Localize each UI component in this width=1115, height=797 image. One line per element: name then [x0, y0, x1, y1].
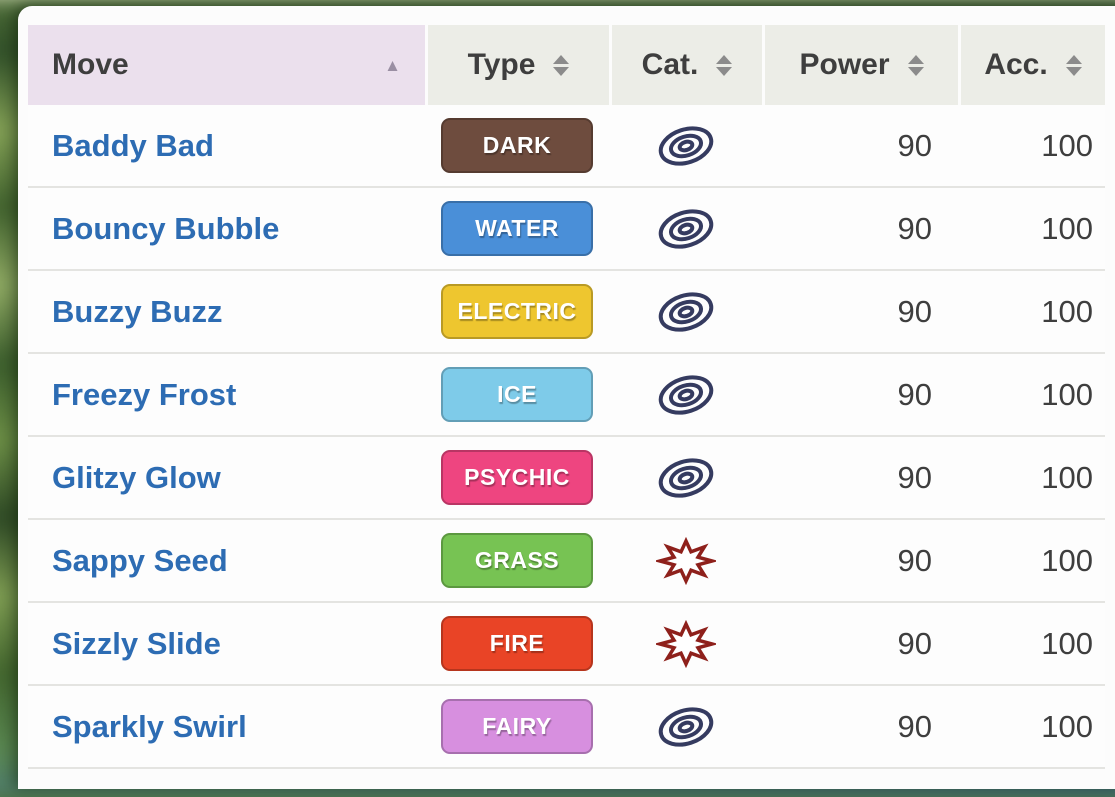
special-category-icon: [655, 206, 717, 252]
column-header-label: Type: [467, 48, 536, 81]
type-badge[interactable]: PSYCHIC: [441, 450, 593, 505]
special-category-icon: [655, 372, 717, 418]
power-value: 90: [897, 542, 932, 578]
table-row: Glitzy Glow PSYCHIC 90 100: [28, 437, 1105, 520]
column-header-power[interactable]: Power: [762, 25, 958, 105]
table-row: Sparkly Swirl FAIRY 90 100: [28, 686, 1105, 769]
special-category-icon: [655, 123, 717, 169]
table-header-row: Move ▲ Type Cat. Power Acc.: [28, 25, 1105, 105]
type-badge[interactable]: WATER: [441, 201, 593, 256]
column-header-acc[interactable]: Acc.: [958, 25, 1105, 105]
move-link[interactable]: Sappy Seed: [52, 542, 228, 578]
move-link[interactable]: Sizzly Slide: [52, 625, 221, 661]
move-link[interactable]: Buzzy Buzz: [52, 293, 223, 329]
power-value: 90: [897, 210, 932, 246]
moves-table-panel: Move ▲ Type Cat. Power Acc. Baddy: [18, 6, 1115, 789]
move-link[interactable]: Baddy Bad: [52, 127, 214, 163]
column-header-move[interactable]: Move ▲: [28, 25, 425, 105]
moves-table: Move ▲ Type Cat. Power Acc. Baddy: [28, 25, 1105, 769]
column-header-label: Move: [52, 48, 129, 81]
sort-icon: [1065, 54, 1082, 76]
accuracy-value: 100: [1041, 542, 1093, 578]
column-header-type[interactable]: Type: [425, 25, 609, 105]
accuracy-value: 100: [1041, 459, 1093, 495]
column-header-label: Cat.: [641, 48, 699, 81]
type-badge[interactable]: ICE: [441, 367, 593, 422]
table-row: Baddy Bad DARK 90 100: [28, 105, 1105, 188]
type-badge[interactable]: GRASS: [441, 533, 593, 588]
column-header-label: Acc.: [984, 48, 1048, 81]
move-link[interactable]: Freezy Frost: [52, 376, 237, 412]
accuracy-value: 100: [1041, 708, 1093, 744]
accuracy-value: 100: [1041, 376, 1093, 412]
accuracy-value: 100: [1041, 625, 1093, 661]
type-badge[interactable]: FIRE: [441, 616, 593, 671]
sort-icon: [716, 54, 733, 76]
sort-icon: [553, 54, 570, 76]
accuracy-value: 100: [1041, 210, 1093, 246]
table-row: Buzzy Buzz ELECTRIC 90 100: [28, 271, 1105, 354]
power-value: 90: [897, 293, 932, 329]
accuracy-value: 100: [1041, 293, 1093, 329]
sort-ascending-icon: ▲: [384, 55, 401, 75]
type-badge[interactable]: ELECTRIC: [441, 284, 593, 339]
table-row: Sizzly Slide FIRE 90 100: [28, 603, 1105, 686]
column-header-cat[interactable]: Cat.: [609, 25, 762, 105]
sort-icon: [907, 54, 924, 76]
move-link[interactable]: Bouncy Bubble: [52, 210, 280, 246]
move-link[interactable]: Sparkly Swirl: [52, 708, 247, 744]
power-value: 90: [897, 127, 932, 163]
power-value: 90: [897, 708, 932, 744]
special-category-icon: [655, 289, 717, 335]
table-row: Sappy Seed GRASS 90 100: [28, 520, 1105, 603]
move-link[interactable]: Glitzy Glow: [52, 459, 221, 495]
column-header-label: Power: [799, 48, 890, 81]
special-category-icon: [655, 455, 717, 501]
table-row: Bouncy Bubble WATER 90 100: [28, 188, 1105, 271]
type-badge[interactable]: DARK: [441, 118, 593, 173]
accuracy-value: 100: [1041, 127, 1093, 163]
power-value: 90: [897, 376, 932, 412]
power-value: 90: [897, 459, 932, 495]
physical-category-icon: [655, 619, 716, 668]
type-badge[interactable]: FAIRY: [441, 699, 593, 754]
table-row: Freezy Frost ICE 90 100: [28, 354, 1105, 437]
special-category-icon: [655, 704, 717, 750]
physical-category-icon: [655, 536, 716, 585]
power-value: 90: [897, 625, 932, 661]
